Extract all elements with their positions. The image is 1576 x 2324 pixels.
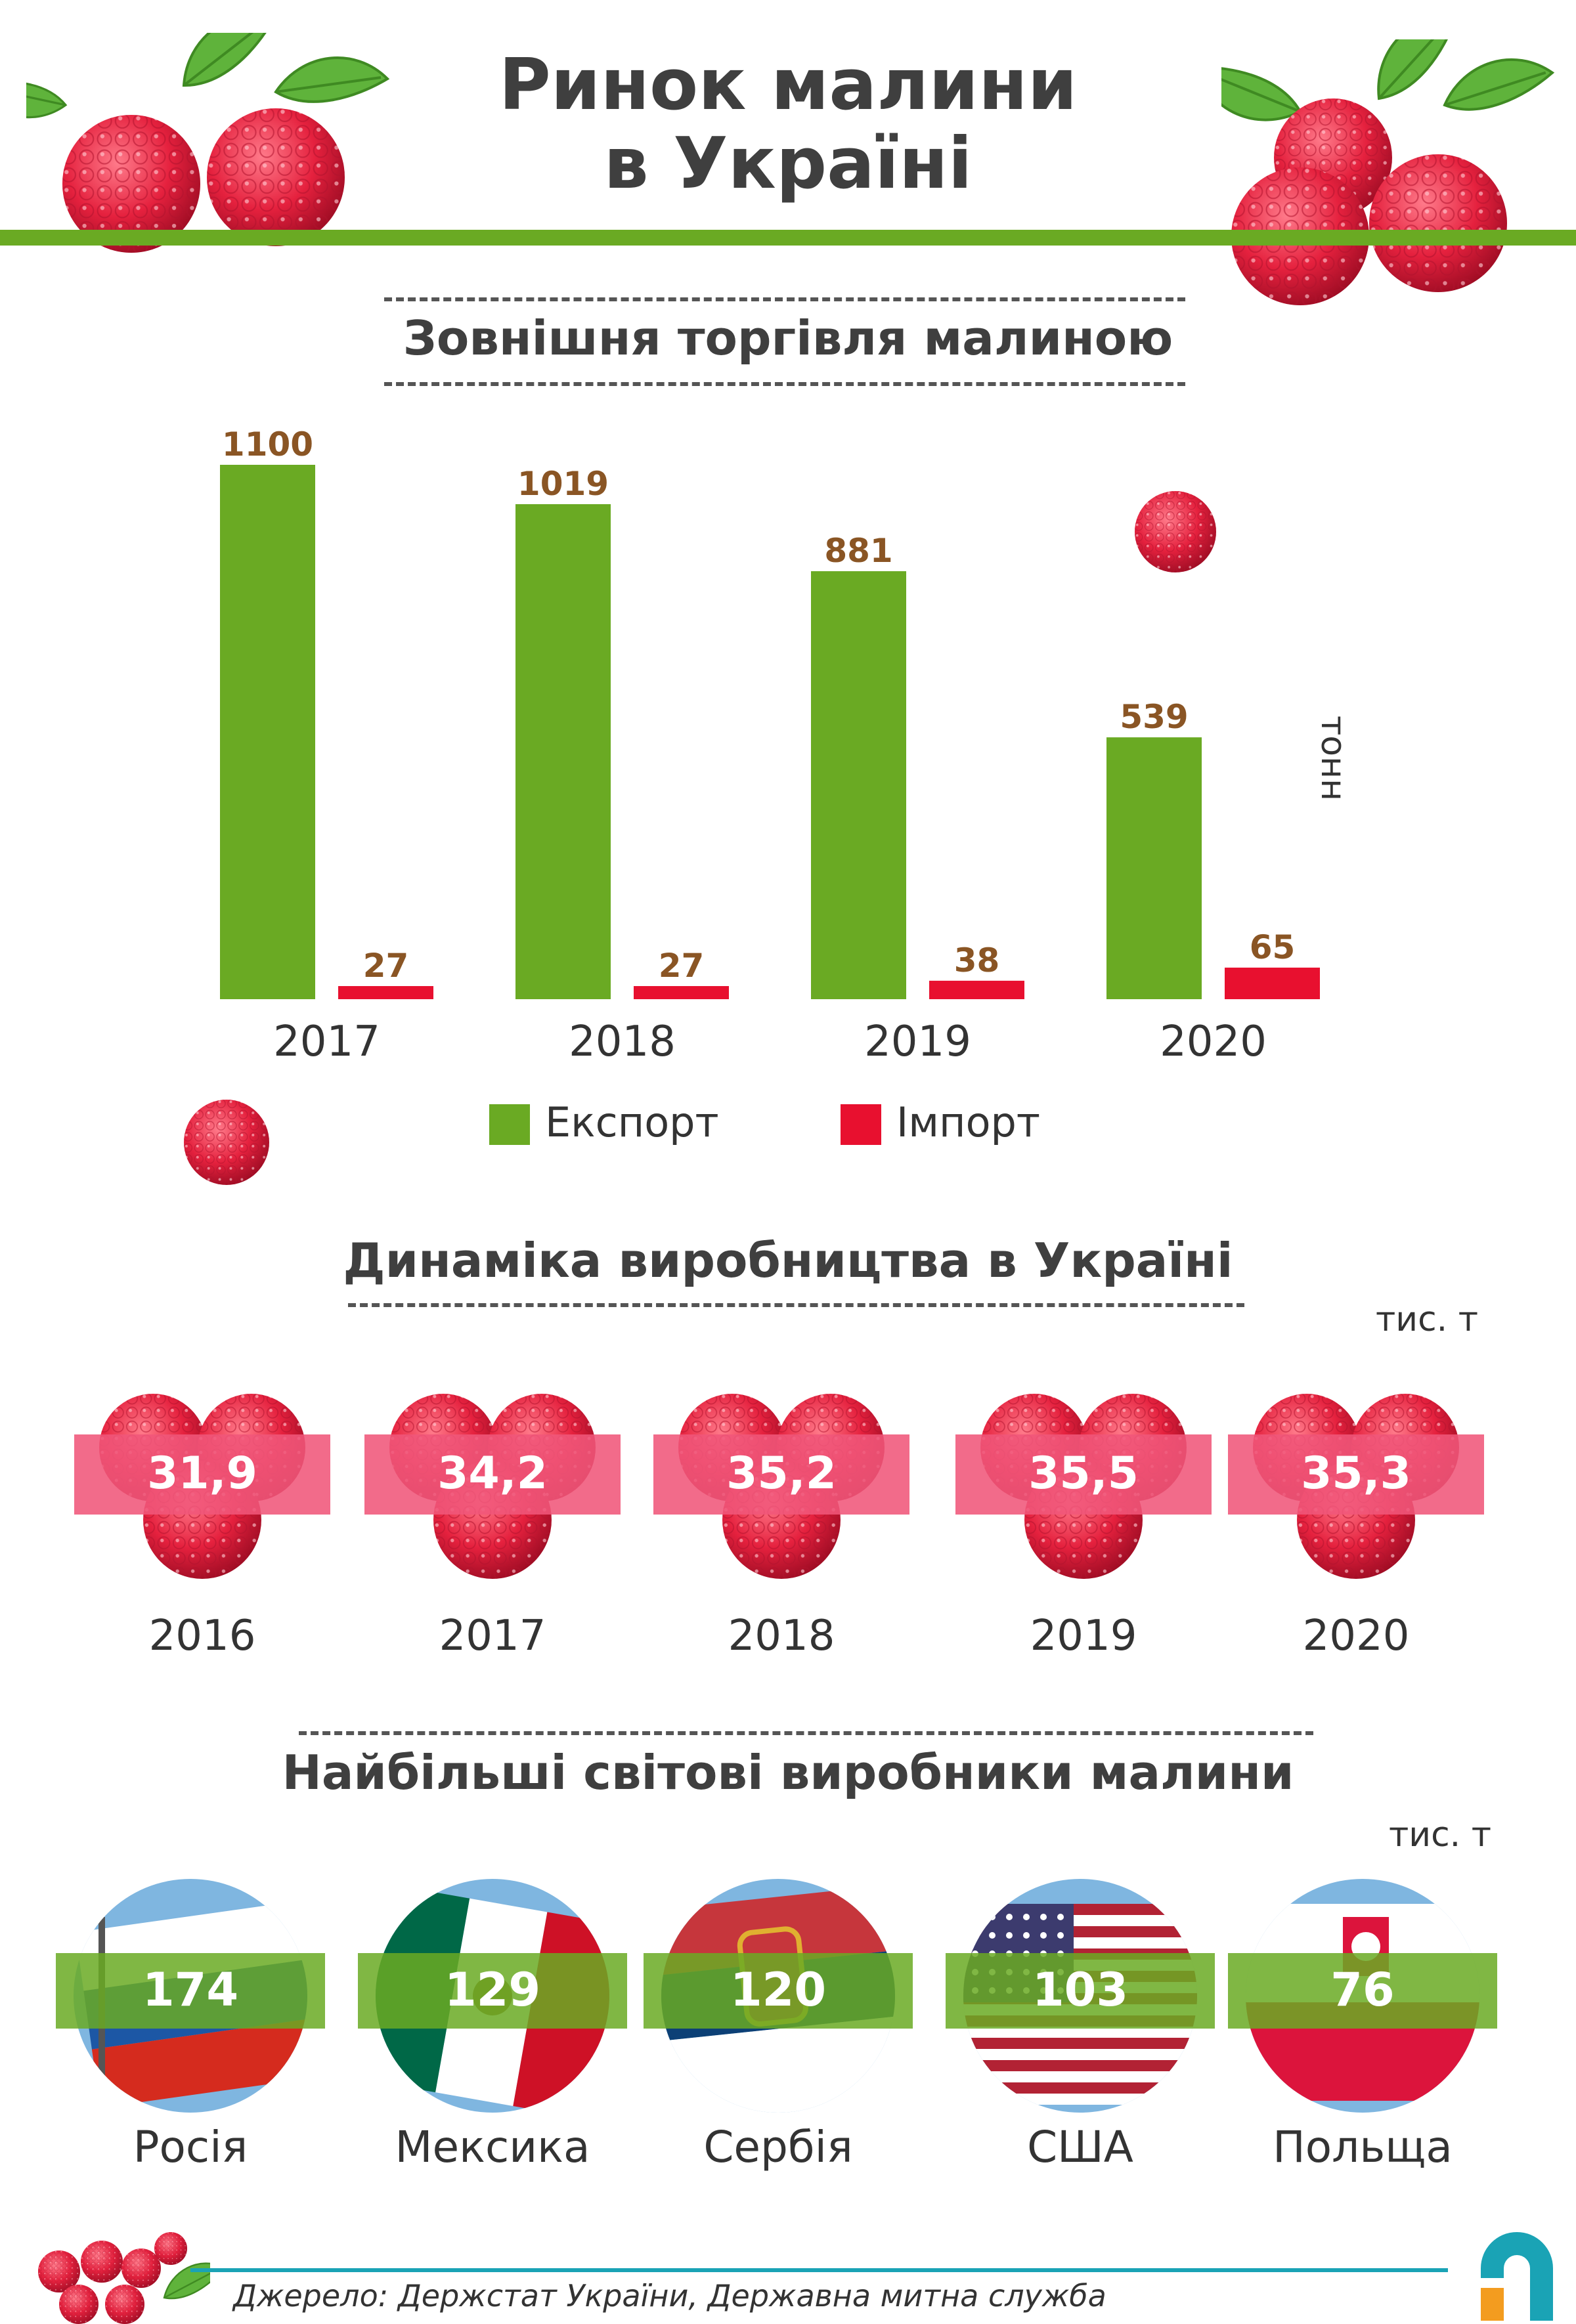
import-value-label-2020: 65 [1250,928,1296,966]
import-bar-2017 [338,986,433,999]
legend-export-swatch [489,1104,530,1145]
production-value-2019: 35,5 [1028,1448,1139,1499]
export-bar-2018 [515,504,611,999]
raspberry-small-icon [1135,491,1216,572]
world-section-title: Найбільші світові виробники малини [282,1745,1294,1800]
world-unit-label: тис. т [1389,1815,1492,1855]
source-note: Джерело: Держстат України, Державна митн… [233,2278,1106,2313]
legend-import-swatch [841,1104,881,1145]
x-tick-label-2017: 2017 [273,1018,380,1066]
country-value-band [56,1953,325,2029]
country-value-2: 129 [444,1963,541,2017]
production-value-band [74,1434,330,1515]
page-title: Ринок малини в Україні [0,46,1576,204]
trade-unit-label: тонн [1313,716,1353,801]
trade-title-dash-top [384,297,1185,301]
production-year-2019: 2019 [1030,1612,1137,1660]
country-name-4: США [1027,2122,1133,2172]
production-year-2018: 2018 [728,1612,835,1660]
country-value-band [1228,1953,1497,2029]
header-divider [0,230,1576,246]
production-value-band [955,1434,1212,1515]
page-title-line2: в Україні [603,123,973,205]
legend-export-label: Експорт [545,1098,719,1146]
country-name-5: Польща [1273,2122,1453,2172]
country-value-band [358,1953,627,2029]
page-title-line1: Ринок малини [498,44,1078,126]
production-year-2016: 2016 [148,1612,256,1660]
x-tick-label-2019: 2019 [864,1018,971,1066]
export-value-label-2017: 1100 [222,425,313,463]
production-value-2020: 35,3 [1301,1448,1411,1499]
country-value-band [946,1953,1215,2029]
trade-section-title: Зовнішня торгівля малиною [403,311,1173,366]
import-bar-2019 [929,980,1024,999]
country-value-5: 76 [1330,1963,1395,2017]
import-value-label-2019: 38 [954,941,1000,979]
import-bar-2020 [1225,967,1320,999]
production-value-2017: 34,2 [437,1448,548,1499]
export-value-label-2018: 1019 [517,465,609,503]
production-section-title: Динаміка виробництва в Україні [343,1233,1233,1288]
country-name-2: Мексика [395,2122,590,2172]
x-tick-label-2020: 2020 [1160,1018,1267,1066]
production-value-2016: 31,9 [147,1448,257,1499]
raspberry-small-icon [184,1100,269,1185]
production-year-2020: 2020 [1302,1612,1410,1660]
country-name-1: Росія [133,2122,248,2172]
country-value-band [644,1953,913,2029]
footer-divider [190,2268,1448,2272]
country-value-1: 174 [142,1963,239,2017]
import-value-label-2018: 27 [659,947,705,985]
production-value-2018: 35,2 [726,1448,837,1499]
export-bar-2020 [1106,737,1202,999]
export-value-label-2020: 539 [1120,698,1188,736]
production-title-dash [348,1303,1244,1307]
world-title-dash [299,1731,1313,1735]
trade-title-dash-bottom [384,382,1185,386]
publisher-logo-icon [1481,2232,1553,2321]
production-year-2017: 2017 [439,1612,546,1660]
trade-unit-text: тонн [1313,716,1353,802]
legend-import-label: Імпорт [896,1098,1040,1146]
export-value-label-2019: 881 [824,532,892,570]
production-value-band [1228,1434,1484,1515]
country-value-4: 103 [1032,1963,1129,2017]
import-bar-2018 [634,986,729,999]
raspberry-pile-icon [37,2232,210,2324]
import-value-label-2017: 27 [363,947,409,985]
export-bar-2017 [220,465,315,999]
country-name-3: Сербія [703,2122,853,2172]
x-tick-label-2018: 2018 [569,1018,676,1066]
production-unit-label: тис. т [1376,1300,1479,1339]
country-value-3: 120 [730,1963,827,2017]
production-value-band [364,1434,621,1515]
trade-bar-chart: 1100 27 2017 1019 27 2018 881 38 2019 539 65 2020 [220,425,1320,1066]
export-bar-2019 [811,571,906,999]
production-value-band [653,1434,909,1515]
